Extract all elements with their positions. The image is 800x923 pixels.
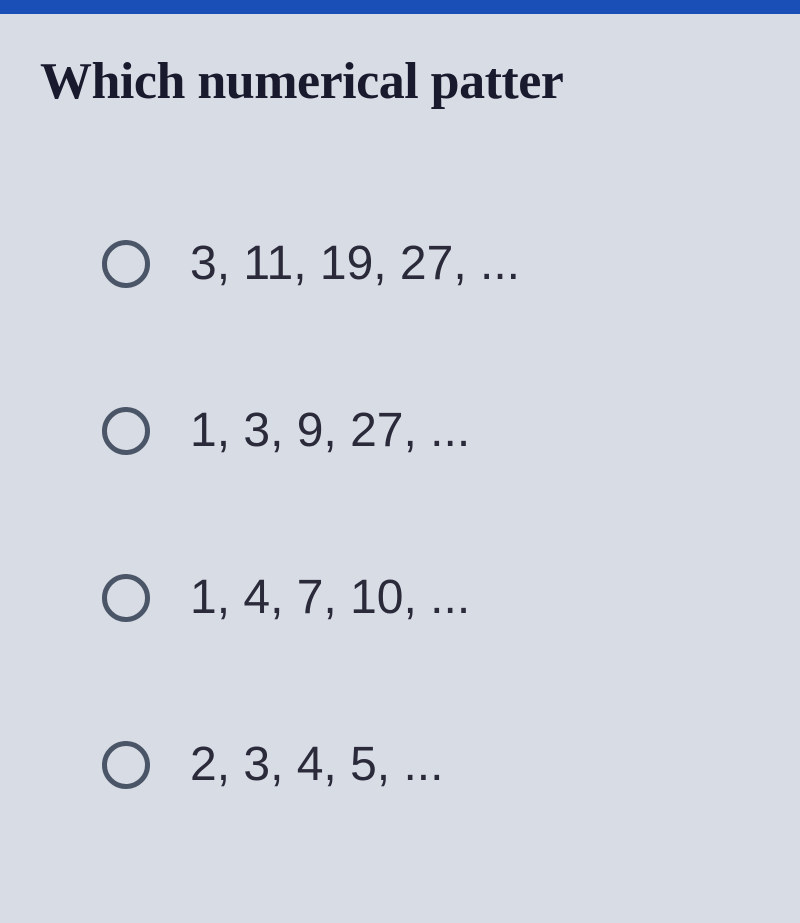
question-text: Which numerical patter (40, 52, 800, 111)
option-row[interactable]: 1, 4, 7, 10, ... (102, 570, 800, 625)
top-bar (0, 0, 800, 14)
radio-icon[interactable] (102, 574, 150, 622)
option-label: 1, 3, 9, 27, ... (190, 403, 470, 458)
option-label: 1, 4, 7, 10, ... (190, 570, 470, 625)
radio-icon[interactable] (102, 240, 150, 288)
radio-icon[interactable] (102, 407, 150, 455)
radio-icon[interactable] (102, 741, 150, 789)
content-area: Which numerical patter 3, 11, 19, 27, ..… (0, 14, 800, 792)
option-label: 3, 11, 19, 27, ... (190, 236, 520, 291)
option-row[interactable]: 1, 3, 9, 27, ... (102, 403, 800, 458)
options-list: 3, 11, 19, 27, ... 1, 3, 9, 27, ... 1, 4… (40, 236, 800, 792)
option-row[interactable]: 2, 3, 4, 5, ... (102, 737, 800, 792)
option-label: 2, 3, 4, 5, ... (190, 737, 443, 792)
option-row[interactable]: 3, 11, 19, 27, ... (102, 236, 800, 291)
